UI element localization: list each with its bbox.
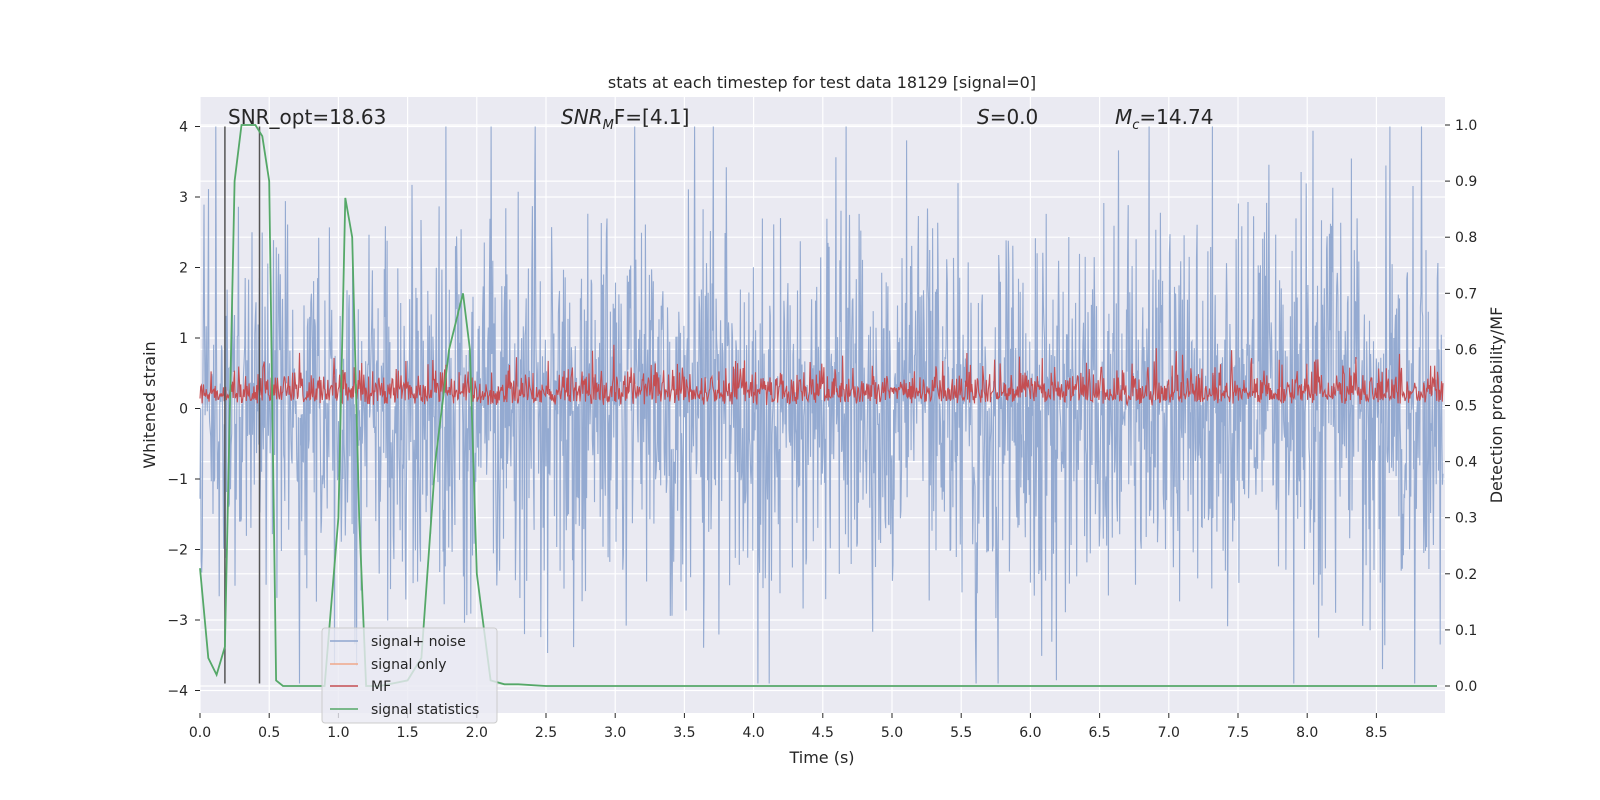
x-tick-label: 6.0 — [1019, 725, 1041, 741]
marker-lines — [224, 126, 261, 684]
y-tick-label: 2 — [179, 261, 188, 277]
x-tick-label: 7.5 — [1227, 725, 1249, 741]
y2-axis-label: Detection probability/MF — [1487, 307, 1506, 504]
y-tick-label: −2 — [167, 543, 188, 559]
y2-tick-label: 0.1 — [1455, 623, 1477, 639]
y2-tick-label: 0.9 — [1455, 174, 1477, 190]
y-tick-label: 1 — [179, 331, 188, 347]
signal-noise-series — [199, 126, 1444, 684]
legend-label-mf: MF — [371, 679, 391, 695]
x-tick-label: 0.0 — [189, 725, 211, 741]
y-tick-label: −3 — [167, 613, 188, 629]
x-tick-label: 4.0 — [742, 725, 764, 741]
legend-label-signal-statistics: signal statistics — [371, 702, 479, 718]
y-tick-label: 4 — [179, 120, 188, 136]
x-tick-label: 1.5 — [396, 725, 418, 741]
x-tick-label: 6.5 — [1088, 725, 1110, 741]
x-tick-label: 3.0 — [604, 725, 626, 741]
signal-noise-line — [199, 126, 1444, 684]
y2-tick-label: 0.3 — [1455, 511, 1477, 527]
x-tick-label: 2.5 — [535, 725, 557, 741]
x-tick-label: 7.0 — [1158, 725, 1180, 741]
y2-tick-label: 0.8 — [1455, 230, 1477, 246]
y2-tick-label: 0.7 — [1455, 286, 1477, 302]
annotation-mc: Mc=14.74 — [1115, 105, 1213, 133]
chart-title: stats at each timestep for test data 181… — [608, 73, 1036, 92]
legend-label-signal-only: signal only — [371, 657, 446, 673]
mf-series — [199, 344, 1444, 407]
x-tick-label: 4.5 — [812, 725, 834, 741]
y2-tick-label: 0.0 — [1455, 679, 1477, 695]
mf-line — [199, 344, 1444, 407]
legend: signal+ noise signal only MF signal stat… — [321, 627, 498, 724]
legend-label-signal-noise: signal+ noise — [371, 634, 466, 650]
axis-ticks: 0.0 0.5 1.0 1.5 2.0 2.5 3.0 3.5 4.0 4.5 5.0 5.5 6.0 6… — [167, 118, 1477, 741]
y-tick-label: −1 — [167, 472, 188, 488]
x-tick-label: 1.0 — [327, 725, 349, 741]
y-tick-label: 0 — [179, 402, 188, 418]
x-tick-label: 5.0 — [881, 725, 903, 741]
x-axis-label: Time (s) — [788, 748, 854, 767]
y2-tick-label: 1.0 — [1455, 118, 1477, 134]
legend-box — [321, 627, 498, 724]
annotation-snr-mf: SNRMF=[4.1] — [561, 105, 689, 133]
y-tick-label: −4 — [167, 684, 188, 700]
y2-tick-label: 0.6 — [1455, 342, 1477, 358]
x-tick-label: 3.5 — [673, 725, 695, 741]
y-tick-label: 3 — [179, 190, 188, 206]
x-tick-label: 5.5 — [950, 725, 972, 741]
y2-tick-label: 0.5 — [1455, 399, 1477, 415]
annotation-s: S=0.0 — [977, 105, 1038, 129]
annotation-snr-opt: SNR_opt=18.63 — [228, 105, 386, 129]
x-tick-label: 8.5 — [1365, 725, 1387, 741]
x-tick-label: 0.5 — [258, 725, 280, 741]
y-axis-label: Whitened strain — [140, 341, 159, 468]
y2-tick-label: 0.4 — [1455, 455, 1477, 471]
x-tick-label: 8.0 — [1296, 725, 1318, 741]
y2-tick-label: 0.2 — [1455, 567, 1477, 583]
x-tick-label: 2.0 — [466, 725, 488, 741]
